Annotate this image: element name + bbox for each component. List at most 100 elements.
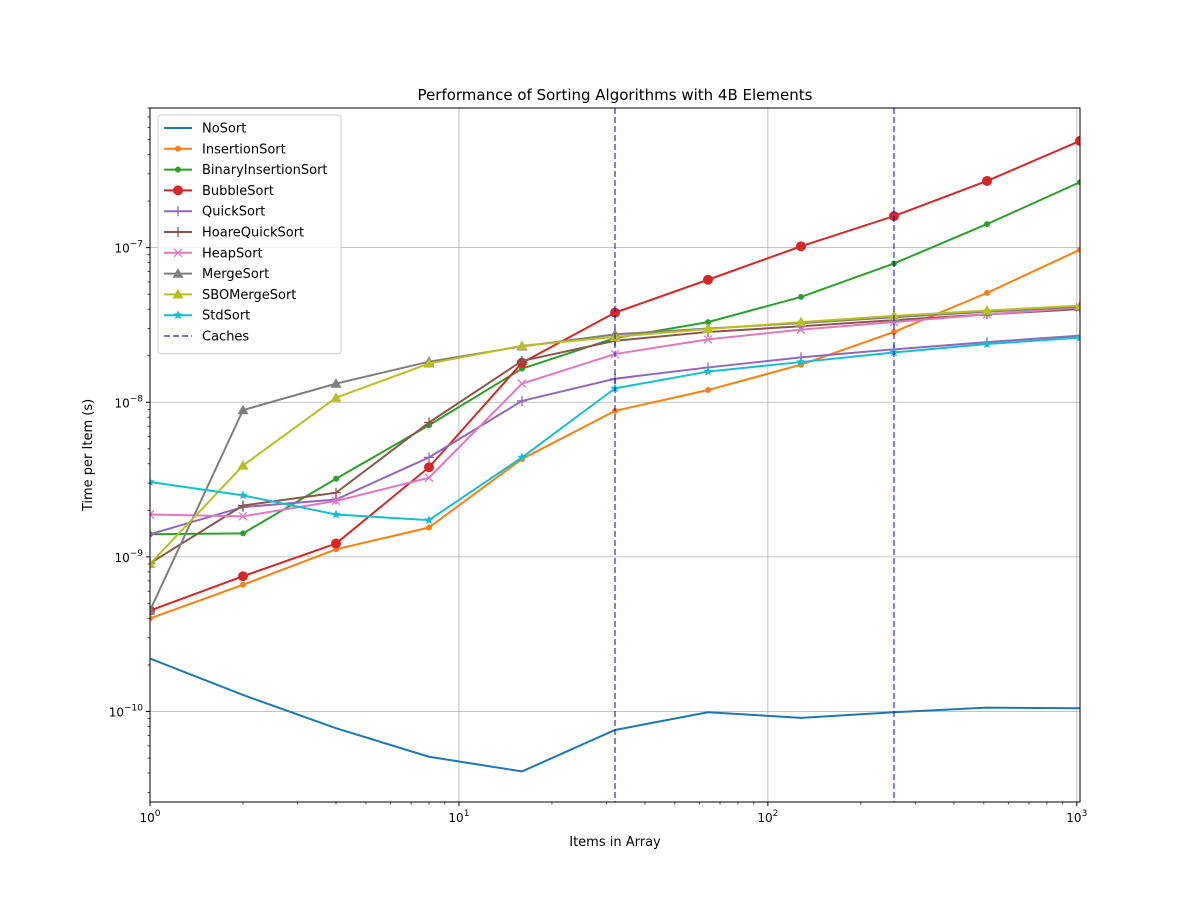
point xyxy=(424,462,434,473)
point xyxy=(703,274,713,285)
point xyxy=(175,166,181,173)
point xyxy=(610,307,620,318)
point xyxy=(1075,330,1080,341)
x-axis-label: Items in Array xyxy=(569,835,661,850)
ticks: 100 101 102 103 10−10 10−9 10−8 10−7 xyxy=(109,107,1087,825)
point xyxy=(333,475,339,482)
point xyxy=(150,605,156,615)
legend: NoSort InsertionSort BinaryInsertionSort Bu… xyxy=(157,114,342,355)
point xyxy=(424,417,434,428)
legend-label: SBOMergeSort xyxy=(202,288,296,303)
point xyxy=(331,487,341,498)
legend-label: BinaryInsertionSort xyxy=(202,163,328,178)
point xyxy=(173,185,183,196)
point xyxy=(705,387,711,394)
point xyxy=(516,340,528,350)
point xyxy=(330,392,342,402)
point xyxy=(1077,179,1080,186)
point xyxy=(1075,332,1080,342)
point xyxy=(173,310,183,320)
point xyxy=(982,339,992,349)
point xyxy=(331,538,341,549)
legend-entry-quicksort: QuickSort xyxy=(164,205,265,220)
legend-label: StdSort xyxy=(202,309,250,324)
y-tick-label: 10−7 xyxy=(114,240,143,256)
data-layer xyxy=(150,108,1080,802)
legend-label: QuickSort xyxy=(202,205,265,220)
point xyxy=(796,241,806,252)
legend-entry-stdsort: StdSort xyxy=(164,309,250,324)
legend-label: BubbleSort xyxy=(202,184,274,199)
legend-entry-mergesort: MergeSort xyxy=(164,267,269,282)
point xyxy=(517,379,527,389)
point xyxy=(150,529,155,540)
point xyxy=(1075,135,1080,146)
x-tick-label: 101 xyxy=(448,809,469,825)
legend-label: HeapSort xyxy=(202,246,263,261)
point xyxy=(1077,246,1080,253)
point xyxy=(173,248,183,258)
legend-entry-hoarequicksort: HoareQuickSort xyxy=(164,226,304,241)
point xyxy=(237,404,249,415)
y-tick-label: 10−9 xyxy=(114,549,143,565)
point xyxy=(150,558,156,569)
point xyxy=(173,227,183,237)
point xyxy=(240,581,246,588)
point xyxy=(795,316,807,327)
legend-label: InsertionSort xyxy=(202,142,286,157)
point xyxy=(150,615,153,622)
legend-label: NoSort xyxy=(202,122,246,137)
point xyxy=(238,511,248,521)
point xyxy=(150,477,155,487)
point xyxy=(981,305,993,315)
point xyxy=(517,452,527,462)
point xyxy=(331,509,341,519)
chart-title: Performance of Sorting Algorithms with 4… xyxy=(418,86,813,104)
legend-entry-binaryinsertionsort: BinaryInsertionSort xyxy=(164,163,328,178)
point xyxy=(424,473,434,483)
legend-box xyxy=(157,114,342,355)
point xyxy=(891,328,897,335)
point xyxy=(796,357,806,367)
y-tick-label: 10−8 xyxy=(114,394,143,410)
x-tick-label: 102 xyxy=(757,809,778,825)
point xyxy=(331,496,341,506)
point xyxy=(703,366,713,376)
point xyxy=(705,319,711,326)
point xyxy=(798,293,804,300)
point xyxy=(237,460,249,470)
x-tick-label: 103 xyxy=(1066,809,1087,825)
legend-label: HoareQuickSort xyxy=(202,226,304,241)
point xyxy=(175,145,181,152)
point xyxy=(984,221,990,228)
legend-label: MergeSort xyxy=(202,267,269,282)
point xyxy=(240,530,246,537)
legend-entry-sbomergesort: SBOMergeSort xyxy=(164,288,296,303)
point xyxy=(150,558,155,569)
point xyxy=(424,515,434,525)
point xyxy=(984,289,990,296)
y-axis-label: Time per Item (s) xyxy=(81,399,96,512)
point xyxy=(172,268,184,278)
point xyxy=(238,500,248,511)
point xyxy=(426,524,432,531)
axes-frame xyxy=(149,107,1081,803)
point xyxy=(702,323,714,334)
point xyxy=(330,378,342,388)
legend-entry-caches: Caches xyxy=(164,330,249,345)
legend-entry-heapsort: HeapSort xyxy=(164,246,263,261)
x-tick-label: 100 xyxy=(139,809,160,825)
point xyxy=(1074,300,1080,310)
point xyxy=(703,334,713,344)
legend-entry-bubblesort: BubbleSort xyxy=(164,184,274,199)
legend-entry-nosort: NoSort xyxy=(164,122,246,137)
legend-entry-insertionsort: InsertionSort xyxy=(164,142,286,157)
point xyxy=(424,452,434,463)
point xyxy=(423,358,435,368)
point xyxy=(517,395,527,406)
point xyxy=(172,288,184,299)
point xyxy=(517,355,527,366)
point xyxy=(238,490,248,500)
point xyxy=(173,206,183,217)
